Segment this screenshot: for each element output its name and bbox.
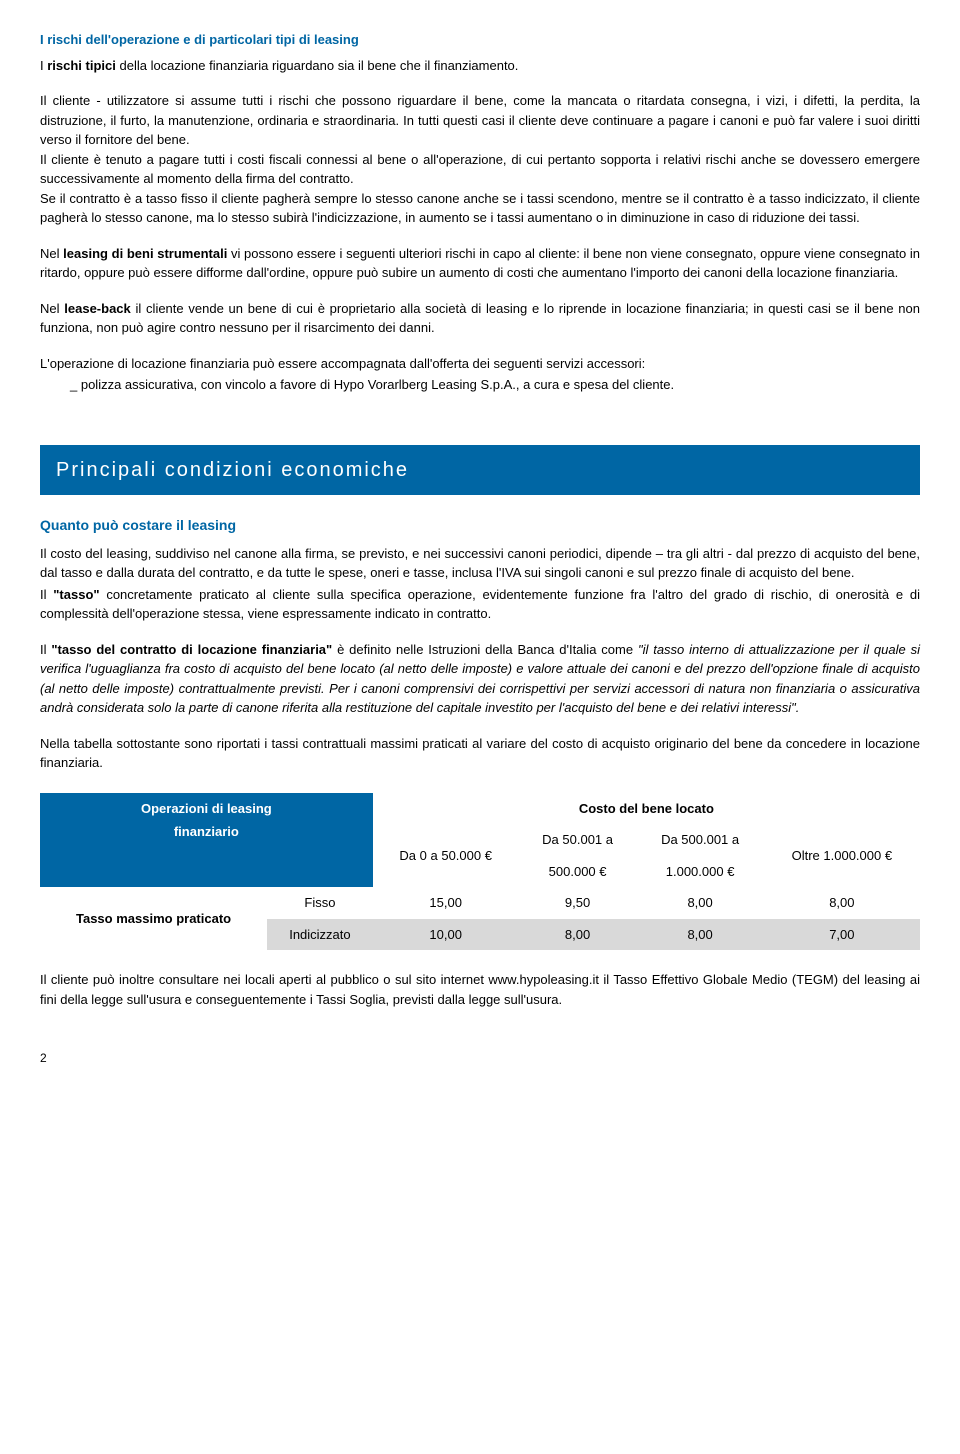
text: il cliente vende un bene di cui è propri… <box>40 301 920 336</box>
cost-p1: Il costo del leasing, suddiviso nel cano… <box>40 544 920 583</box>
text: Operazioni di leasing <box>50 799 363 819</box>
rate-table: Operazioni di leasing finanziario Costo … <box>40 793 920 951</box>
col-header: Da 50.001 a <box>519 824 637 856</box>
row-label: Fisso <box>267 887 373 919</box>
table-row: Tasso massimo praticato Fisso 15,00 9,50… <box>40 887 920 919</box>
text: Il <box>40 642 51 657</box>
risks-p4: Se il contratto è a tasso fisso il clien… <box>40 189 920 228</box>
risks-title: I rischi dell'operazione e di particolar… <box>40 30 920 50</box>
table-top-header: Costo del bene locato <box>373 793 920 825</box>
cost-subheading: Quanto può costare il leasing <box>40 515 920 536</box>
text-bold: leasing di beni strumentali <box>63 246 227 261</box>
cell: 8,00 <box>764 887 920 919</box>
risks-p3: Il cliente è tenuto a pagare tutti i cos… <box>40 150 920 189</box>
row-group-label: Tasso massimo praticato <box>40 887 267 950</box>
risks-section: I rischi dell'operazione e di particolar… <box>40 30 920 395</box>
cost-p4: Nella tabella sottostante sono riportati… <box>40 734 920 773</box>
risks-p2: Il cliente - utilizzatore si assume tutt… <box>40 91 920 150</box>
cell: 9,50 <box>519 887 637 919</box>
cell: 10,00 <box>373 919 519 951</box>
risks-p6: Nel lease-back il cliente vende un bene … <box>40 299 920 338</box>
text: finanziario <box>50 822 363 842</box>
col-header: Da 500.001 a <box>637 824 764 856</box>
cell: 8,00 <box>637 887 764 919</box>
cell: 8,00 <box>519 919 637 951</box>
cell: 15,00 <box>373 887 519 919</box>
cost-p2: Il "tasso" concretamente praticato al cl… <box>40 585 920 624</box>
text: Nel <box>40 301 64 316</box>
conditions-banner: Principali condizioni economiche <box>40 445 920 495</box>
text: concretamente praticato al cliente sulla… <box>40 587 920 622</box>
text-bold: rischi tipici <box>47 58 116 73</box>
table-left-header: Operazioni di leasing finanziario <box>40 793 373 888</box>
col-header: 500.000 € <box>519 856 637 888</box>
risks-p1: I rischi tipici della locazione finanzia… <box>40 56 920 76</box>
cost-p3: Il "tasso del contratto di locazione fin… <box>40 640 920 718</box>
col-header: Da 0 a 50.000 € <box>373 824 519 887</box>
risks-p7-item: _ polizza assicurativa, con vincolo a fa… <box>40 375 920 395</box>
page-number: 2 <box>40 1049 920 1067</box>
table-row: Operazioni di leasing finanziario Costo … <box>40 793 920 825</box>
cell: 7,00 <box>764 919 920 951</box>
text-bold: "tasso" <box>53 587 99 602</box>
text-bold: lease-back <box>64 301 131 316</box>
text: Il <box>40 587 53 602</box>
row-label: Indicizzato <box>267 919 373 951</box>
risks-p5: Nel leasing di beni strumentali vi posso… <box>40 244 920 283</box>
conditions-section: Quanto può costare il leasing Il costo d… <box>40 515 920 773</box>
text: della locazione finanziaria riguardano s… <box>116 58 519 73</box>
cell: 8,00 <box>637 919 764 951</box>
col-header: Oltre 1.000.000 € <box>764 824 920 887</box>
text-bold: "tasso del contratto di locazione finanz… <box>51 642 332 657</box>
text: è definito nelle Istruzioni della Banca … <box>332 642 638 657</box>
text: Nel <box>40 246 63 261</box>
col-header: 1.000.000 € <box>637 856 764 888</box>
footer-paragraph: Il cliente può inoltre consultare nei lo… <box>40 970 920 1009</box>
risks-p7: L'operazione di locazione finanziaria pu… <box>40 354 920 374</box>
